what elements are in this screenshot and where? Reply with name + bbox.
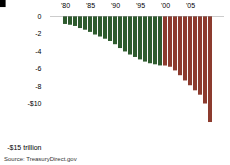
svg-text:-6: -6 — [35, 65, 41, 72]
svg-text:'00: '00 — [161, 2, 170, 9]
svg-text:'95: '95 — [136, 2, 145, 9]
svg-text:'90: '90 — [111, 2, 120, 9]
svg-text:-4: -4 — [35, 48, 41, 55]
svg-text:-$15 trillion: -$15 trillion — [7, 144, 41, 151]
svg-text:$12,14 trillion: $12,14 trillion — [149, 118, 200, 127]
svg-text:'80: '80 — [61, 2, 70, 9]
svg-text:'05: '05 — [186, 2, 195, 9]
svg-text:0: 0 — [38, 13, 42, 20]
svg-text:-8: -8 — [35, 83, 41, 90]
svg-text:-2: -2 — [35, 30, 41, 37]
svg-text:'85: '85 — [86, 2, 95, 9]
svg-text:-$10: -$10 — [27, 100, 41, 107]
html-text:Source: TreasuryDirect.gov: Source: TreasuryDirect.gov — [4, 156, 77, 162]
